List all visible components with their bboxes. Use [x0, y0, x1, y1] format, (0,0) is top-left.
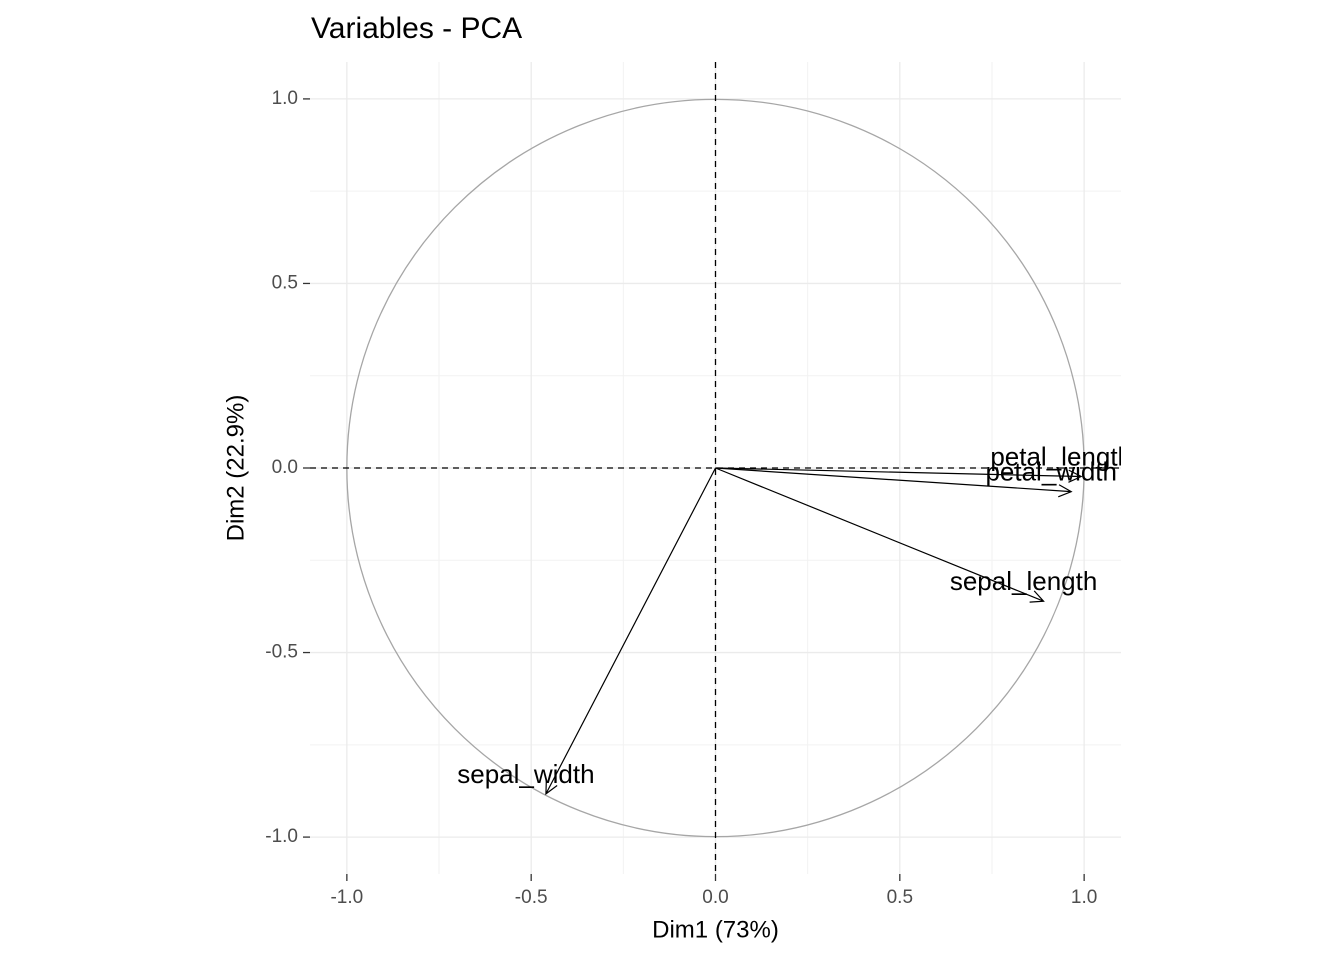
variable-arrow: [715, 467, 1073, 498]
chart-title: Variables - PCA: [311, 12, 522, 45]
y-tick-label: -1.0: [265, 826, 298, 847]
y-tick-label: 0.0: [272, 457, 298, 478]
variable-label: petal_length: [990, 441, 1132, 471]
variable-label: sepal_length: [950, 566, 1097, 596]
variable-arrow: [715, 467, 1083, 483]
x-axis-title: Dim1 (73%): [652, 916, 779, 943]
y-tick-label: 0.5: [272, 272, 298, 293]
x-tick-label: 0.0: [702, 887, 728, 908]
variable-label: petal_width: [985, 456, 1117, 486]
x-tick-label: 1.0: [1071, 887, 1097, 908]
x-tick-label: -1.0: [330, 887, 363, 908]
y-tick-label: -0.5: [265, 642, 298, 663]
variable-label: sepal_width: [457, 759, 594, 789]
x-tick-label: 0.5: [887, 887, 913, 908]
variable-arrow: [545, 467, 717, 796]
y-axis-title: Dim2 (22.9%): [222, 395, 249, 542]
x-tick-label: -0.5: [515, 887, 548, 908]
y-tick-label: 1.0: [272, 88, 298, 109]
variable-arrow: [715, 467, 1045, 603]
